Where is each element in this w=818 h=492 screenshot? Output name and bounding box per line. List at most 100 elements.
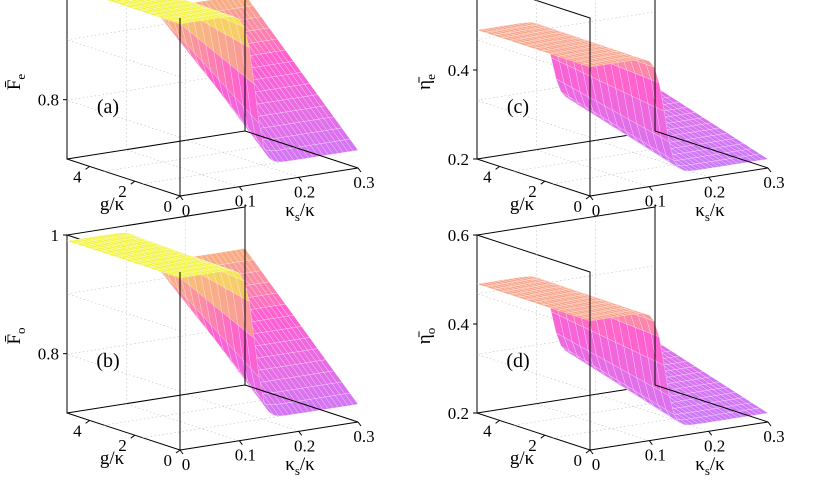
x-tick-label: 0.3 [763, 427, 784, 446]
x-tick-mark [767, 421, 772, 427]
x-tick-mark [179, 195, 184, 201]
z-tick-label: 0.2 [448, 150, 469, 169]
surface-patch [754, 407, 769, 415]
y-tick-mark [175, 449, 181, 454]
x-tick-label: 0.3 [763, 173, 784, 192]
grid-line [535, 403, 649, 442]
z-tick-label: 1 [51, 226, 60, 245]
x-tick-mark [767, 167, 772, 173]
z-tick-label: 0.8 [38, 345, 59, 364]
panel-label: (b) [96, 350, 119, 372]
surface-patch [754, 153, 769, 161]
x-tick-label: 0 [182, 201, 191, 220]
y-tick-mark [495, 419, 500, 424]
y-tick-label: 4 [483, 421, 492, 440]
y-tick-mark [495, 165, 500, 170]
y-tick-label: 4 [73, 421, 82, 440]
z-tick-label: 0.4 [448, 315, 470, 334]
y-axis-label: g/κ [100, 194, 125, 215]
y-tick-label: 4 [73, 167, 82, 186]
x-tick-label: 0.1 [645, 446, 666, 465]
box-edge [179, 272, 359, 451]
x-tick-label: 0.1 [235, 446, 256, 465]
x-tick-label: 0.2 [704, 182, 725, 201]
grid-line [476, 353, 591, 392]
y-tick-mark [540, 434, 546, 439]
z-tick-label: 0.2 [448, 404, 469, 423]
grid-line [535, 149, 649, 188]
y-tick-mark [130, 180, 136, 185]
y-tick-label: 2 [528, 182, 537, 201]
z-axis-label: F̄e [4, 74, 28, 91]
y-tick-label: 0 [574, 451, 583, 470]
z-axis-label: F̄o [4, 327, 28, 344]
y-tick-label: 0 [574, 197, 583, 216]
grid-line [66, 99, 181, 138]
x-tick-mark [298, 431, 303, 436]
x-tick-mark [648, 186, 653, 191]
panel-label: (d) [506, 350, 529, 372]
box-edge [179, 18, 359, 197]
z-axis-label: η̄o [414, 328, 438, 344]
y-tick-mark [85, 165, 90, 170]
x-tick-label: 0.1 [645, 192, 666, 211]
y-tick-mark [585, 449, 591, 454]
y-tick-label: 4 [483, 167, 492, 186]
surface [66, 232, 359, 417]
panel-label: (c) [507, 96, 529, 118]
x-tick-mark [589, 195, 594, 201]
x-tick-mark [238, 440, 243, 445]
y-tick-mark [130, 434, 136, 439]
y-tick-label: 2 [118, 436, 127, 455]
z-tick-label: 0.4 [448, 61, 470, 80]
x-axis-label: κs/κ [285, 454, 315, 478]
grid-line [66, 39, 181, 78]
x-tick-mark [298, 177, 303, 182]
x-tick-mark [357, 421, 362, 427]
x-tick-label: 0.2 [294, 436, 315, 455]
grid-line [66, 293, 181, 332]
x-tick-mark [589, 449, 594, 455]
z-tick-label: 0.8 [38, 91, 59, 110]
x-tick-label: 0 [592, 201, 601, 220]
z-tick-label: 0.6 [448, 226, 469, 245]
grid-line [476, 99, 591, 138]
x-tick-label: 0.2 [294, 182, 315, 201]
y-axis-label: g/κ [100, 448, 125, 469]
x-tick-label: 0.3 [353, 173, 374, 192]
y-tick-label: 0 [164, 451, 173, 470]
y-tick-mark [585, 195, 591, 200]
box-edge [589, 18, 769, 197]
grid-line [104, 396, 283, 426]
y-axis-label: g/κ [510, 448, 535, 469]
y-tick-mark [85, 419, 90, 424]
x-tick-label: 0 [592, 455, 601, 474]
x-tick-mark [708, 177, 713, 182]
surface [106, 0, 359, 163]
grid-line [125, 403, 239, 442]
y-axis-label: g/κ [510, 194, 535, 215]
x-tick-mark [708, 431, 713, 436]
panel-b: 0 0.1 0.2 0.3 0 2 4 1 0.8 κs/κ g/κ F̄o (b) [4, 206, 375, 478]
x-tick-mark [357, 167, 362, 173]
y-tick-label: 0 [164, 197, 173, 216]
grid-line [104, 142, 283, 172]
box-edge [589, 272, 769, 451]
y-tick-label: 2 [528, 436, 537, 455]
panel-label: (a) [97, 96, 119, 118]
x-axis-label: κs/κ [695, 200, 725, 224]
x-tick-label: 0.2 [704, 436, 725, 455]
y-tick-mark [540, 180, 546, 185]
y-tick-mark [175, 195, 181, 200]
x-tick-mark [238, 186, 243, 191]
x-tick-mark [648, 440, 653, 445]
surface-patch [344, 392, 359, 406]
x-tick-mark [179, 449, 184, 455]
x-tick-label: 0.3 [353, 427, 374, 446]
x-axis-label: κs/κ [285, 200, 315, 224]
x-tick-label: 0.1 [235, 192, 256, 211]
